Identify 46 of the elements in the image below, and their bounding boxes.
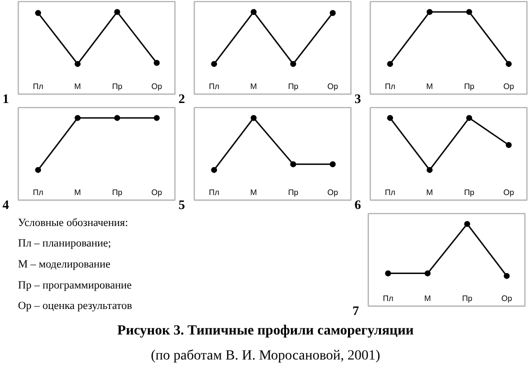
x-tick-label: Ор	[327, 82, 339, 91]
x-tick-label: Пл	[32, 188, 44, 197]
text: Ор – оценка результатов	[18, 300, 132, 312]
x-tick-label: Пл	[208, 188, 220, 197]
x-tick-label: М	[250, 82, 258, 91]
x-tick-label: Пр	[288, 188, 299, 197]
x-tick-label: Пл	[384, 82, 396, 91]
x-tick-label: Пр	[464, 188, 475, 197]
x-tick-label: М	[426, 188, 434, 197]
x-tick-label: М	[426, 82, 434, 91]
text: Рисунок 3. Типичные профили саморегуляции	[117, 324, 414, 338]
x-tick-label: М	[74, 82, 82, 91]
text: 6	[354, 196, 362, 212]
x-tick-label: Пр	[462, 294, 473, 303]
point	[74, 60, 81, 67]
x-tick-label: Пр	[464, 82, 475, 91]
text: Пр – программирование	[18, 279, 132, 292]
x-tick-label: Пл	[382, 294, 394, 303]
x-tick-label: Пл	[32, 82, 44, 91]
x-tick-label: Пр	[112, 188, 123, 197]
text: (по работам В. И. Моросановой, 2001)	[150, 348, 380, 364]
text: 2	[178, 90, 185, 106]
text: 7	[352, 302, 360, 318]
x-tick-label: Ор	[151, 82, 163, 91]
x-tick-label: Пл	[384, 188, 396, 197]
point	[114, 8, 120, 15]
x-tick-label: Ор	[327, 188, 339, 197]
x-tick-label: Пл	[208, 82, 220, 91]
text: 4	[2, 196, 10, 212]
x-tick-label: Ор	[503, 82, 515, 91]
text: Пл – планирование;	[18, 238, 112, 250]
x-tick-label: Ор	[501, 294, 513, 303]
text: 1	[2, 90, 9, 106]
x-tick-label: Ор	[151, 188, 163, 197]
point	[154, 60, 160, 66]
text: Условные обозначения:	[18, 216, 128, 229]
text: 5	[178, 196, 186, 212]
text: 3	[354, 90, 362, 106]
text: М – моделирование	[18, 258, 110, 270]
x-tick-label: Пр	[112, 82, 123, 91]
x-tick-label: Пр	[288, 82, 299, 91]
x-tick-label: М	[74, 188, 82, 197]
x-tick-label: М	[250, 188, 258, 197]
point	[35, 10, 42, 16]
x-tick-label: М	[424, 294, 432, 303]
x-tick-label: Ор	[503, 188, 515, 197]
